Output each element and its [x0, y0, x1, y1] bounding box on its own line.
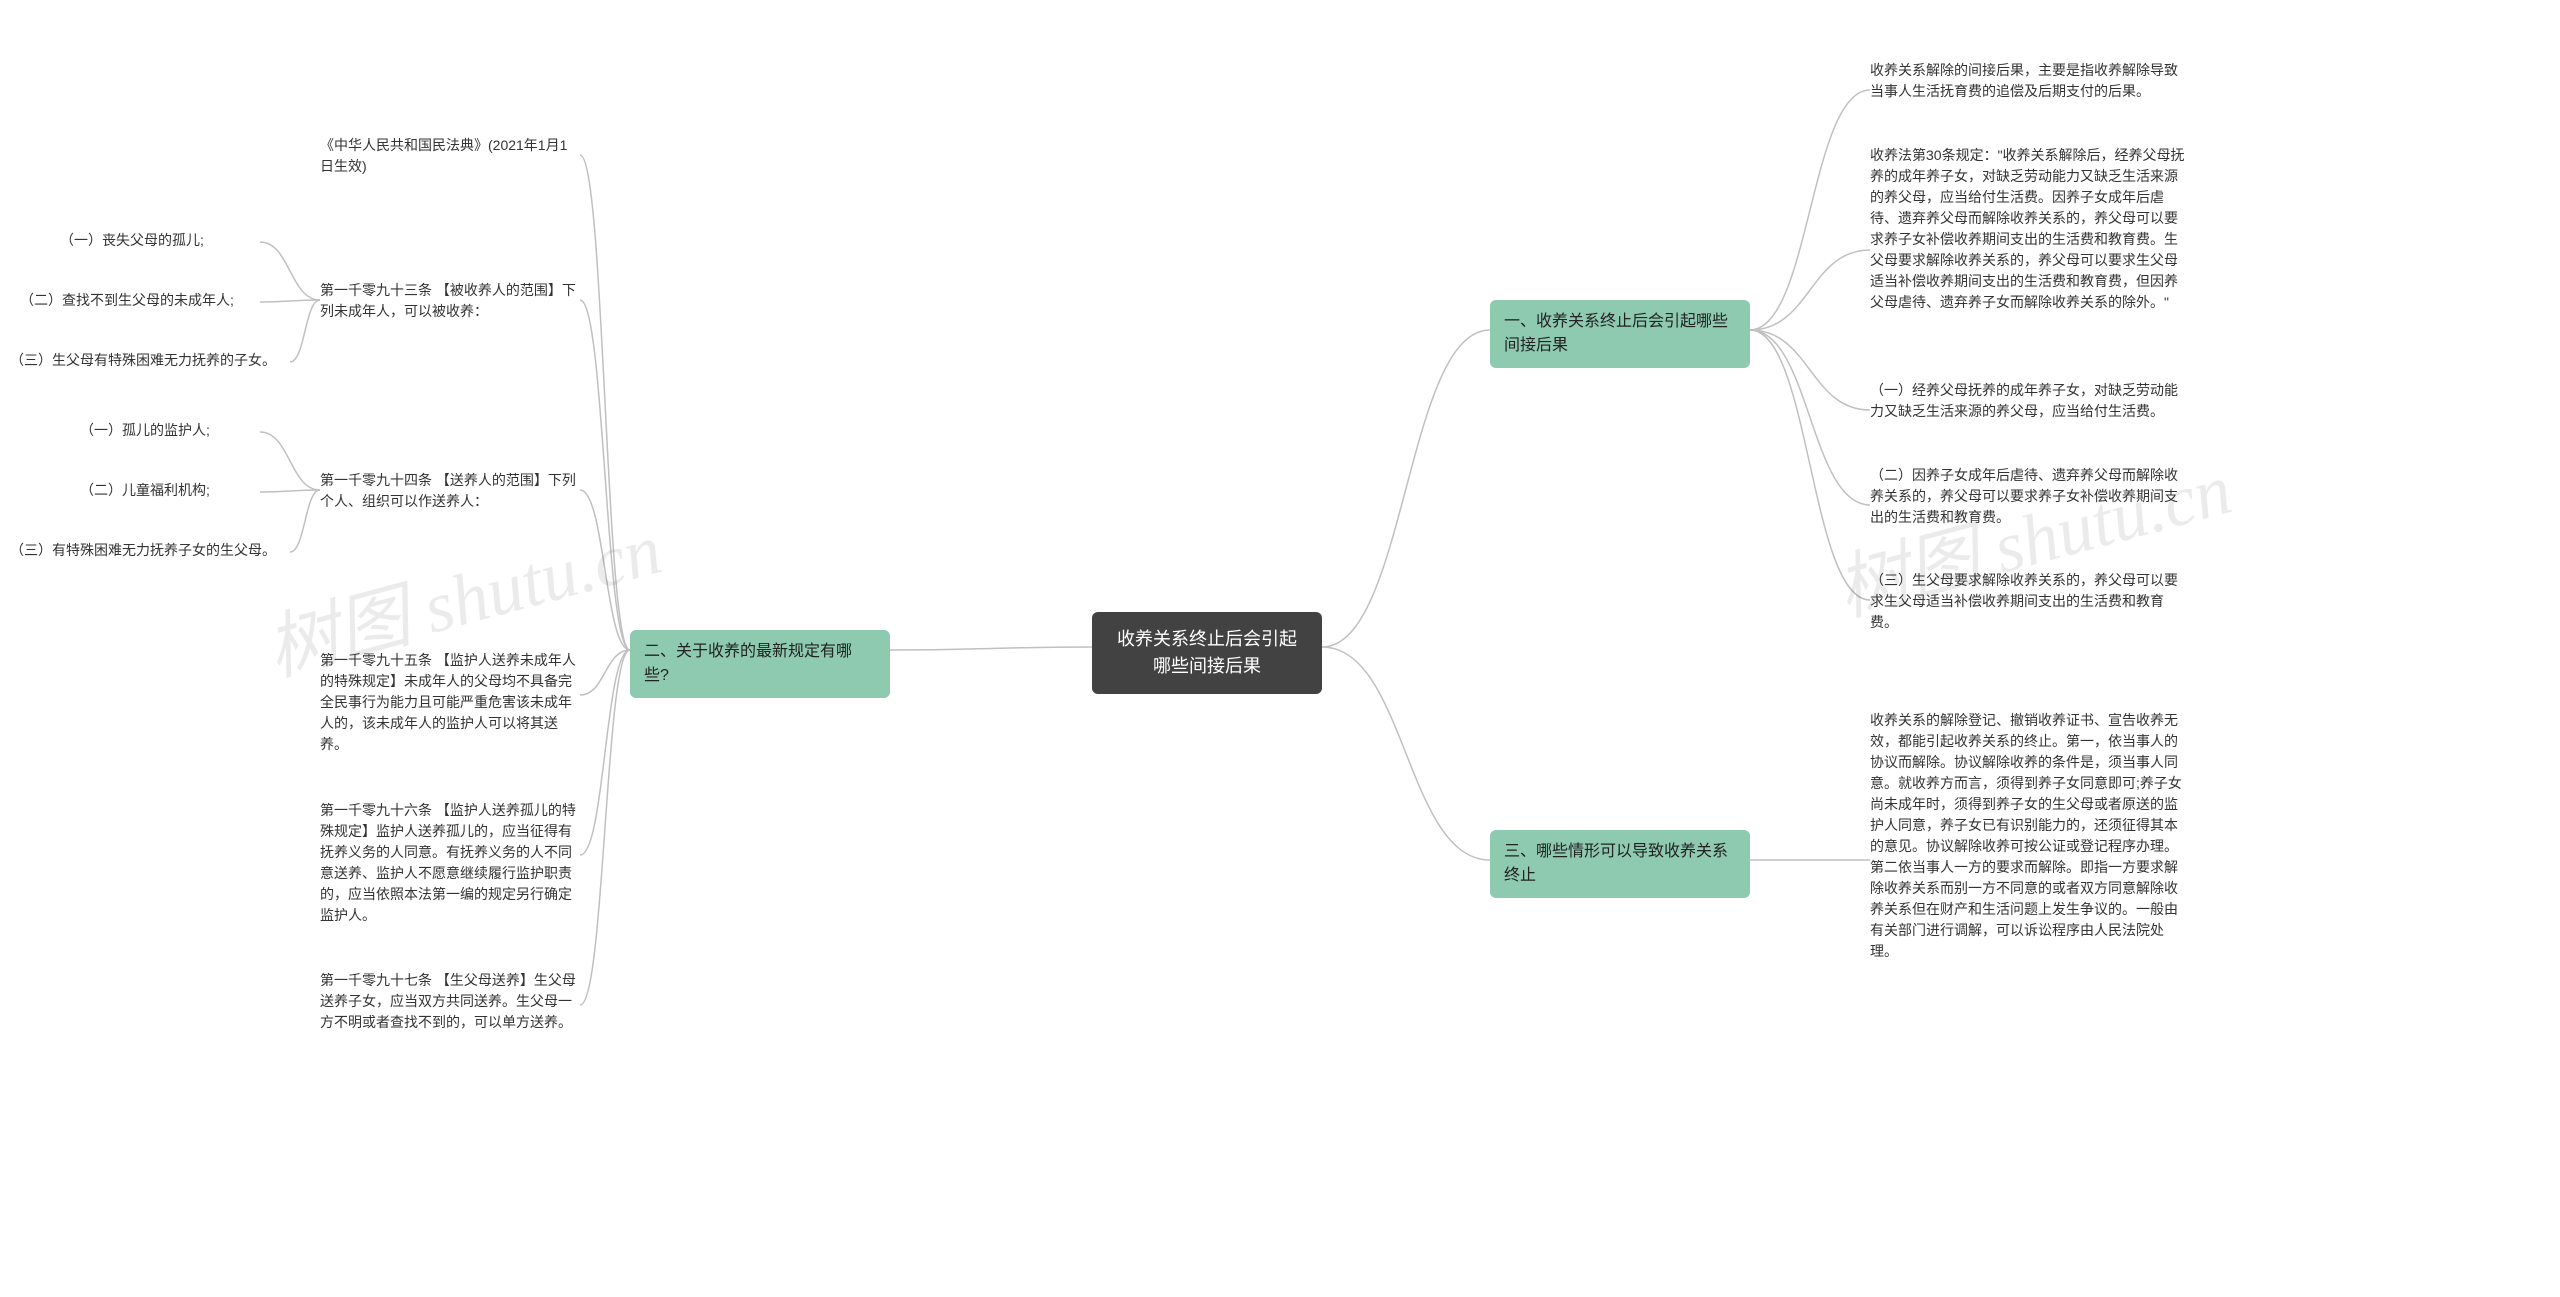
- leaf-node: 收养关系的解除登记、撤销收养证书、宣告收养无效，都能引起收养关系的终止。第一，依…: [1870, 710, 2190, 962]
- branch-node: 一、收养关系终止后会引起哪些间接后果: [1490, 300, 1750, 368]
- leaf-node: （二）儿童福利机构;: [80, 480, 260, 501]
- leaf-node: （一）丧失父母的孤儿;: [60, 230, 260, 251]
- root-node: 收养关系终止后会引起哪些间接后果: [1092, 612, 1322, 694]
- leaf-node: 收养关系解除的间接后果，主要是指收养解除导致当事人生活抚育费的追偿及后期支付的后…: [1870, 60, 2190, 102]
- leaf-node: （二）因养子女成年后虐待、遗弃养父母而解除收养关系的，养父母可以要求养子女补偿收…: [1870, 465, 2190, 528]
- leaf-node: （二）查找不到生父母的未成年人;: [20, 290, 260, 311]
- branch-node: 二、关于收养的最新规定有哪些?: [630, 630, 890, 698]
- leaf-node: 第一千零九十四条 【送养人的范围】下列个人、组织可以作送养人：: [320, 470, 580, 512]
- leaf-node: 第一千零九十七条 【生父母送养】生父母送养子女，应当双方共同送养。生父母一方不明…: [320, 970, 580, 1033]
- leaf-node: （三）生父母要求解除收养关系的，养父母可以要求生父母适当补偿收养期间支出的生活费…: [1870, 570, 2190, 633]
- leaf-node: 第一千零九十六条 【监护人送养孤儿的特殊规定】监护人送养孤儿的，应当征得有抚养义…: [320, 800, 580, 926]
- leaf-node: 第一千零九十三条 【被收养人的范围】下列未成年人，可以被收养：: [320, 280, 580, 322]
- branch-node: 三、哪些情形可以导致收养关系终止: [1490, 830, 1750, 898]
- leaf-node: 第一千零九十五条 【监护人送养未成年人的特殊规定】未成年人的父母均不具备完全民事…: [320, 650, 580, 755]
- leaf-node: （三）有特殊困难无力抚养子女的生父母。: [10, 540, 290, 561]
- leaf-node: 《中华人民共和国民法典》(2021年1月1日生效): [320, 135, 580, 177]
- leaf-node: （三）生父母有特殊困难无力抚养的子女。: [10, 350, 290, 371]
- leaf-node: （一）孤儿的监护人;: [80, 420, 260, 441]
- leaf-node: （一）经养父母抚养的成年养子女，对缺乏劳动能力又缺乏生活来源的养父母，应当给付生…: [1870, 380, 2190, 422]
- leaf-node: 收养法第30条规定："收养关系解除后，经养父母抚养的成年养子女，对缺乏劳动能力又…: [1870, 145, 2190, 313]
